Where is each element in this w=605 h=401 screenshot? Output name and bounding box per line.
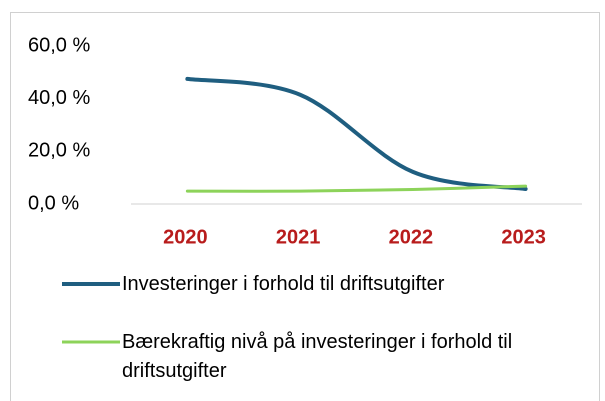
y-tick-label: 20,0 % bbox=[28, 140, 90, 162]
legend-label: Investeringer i forhold til driftsutgift… bbox=[122, 273, 445, 295]
x-tick-label: 2020 bbox=[163, 226, 208, 248]
series-line bbox=[185, 76, 528, 191]
x-tick-label: 2021 bbox=[276, 226, 321, 248]
series-line bbox=[185, 184, 528, 193]
legend-label: Bærekraftig nivå på investeringer i forh… bbox=[122, 331, 513, 382]
x-tick-label: 2022 bbox=[389, 226, 434, 248]
y-tick-label: 60,0 % bbox=[28, 34, 90, 56]
y-tick-label: 40,0 % bbox=[28, 87, 90, 109]
x-tick-label: 2023 bbox=[501, 226, 546, 248]
y-tick-label: 0,0 % bbox=[28, 192, 79, 214]
chart-frame bbox=[10, 12, 600, 401]
